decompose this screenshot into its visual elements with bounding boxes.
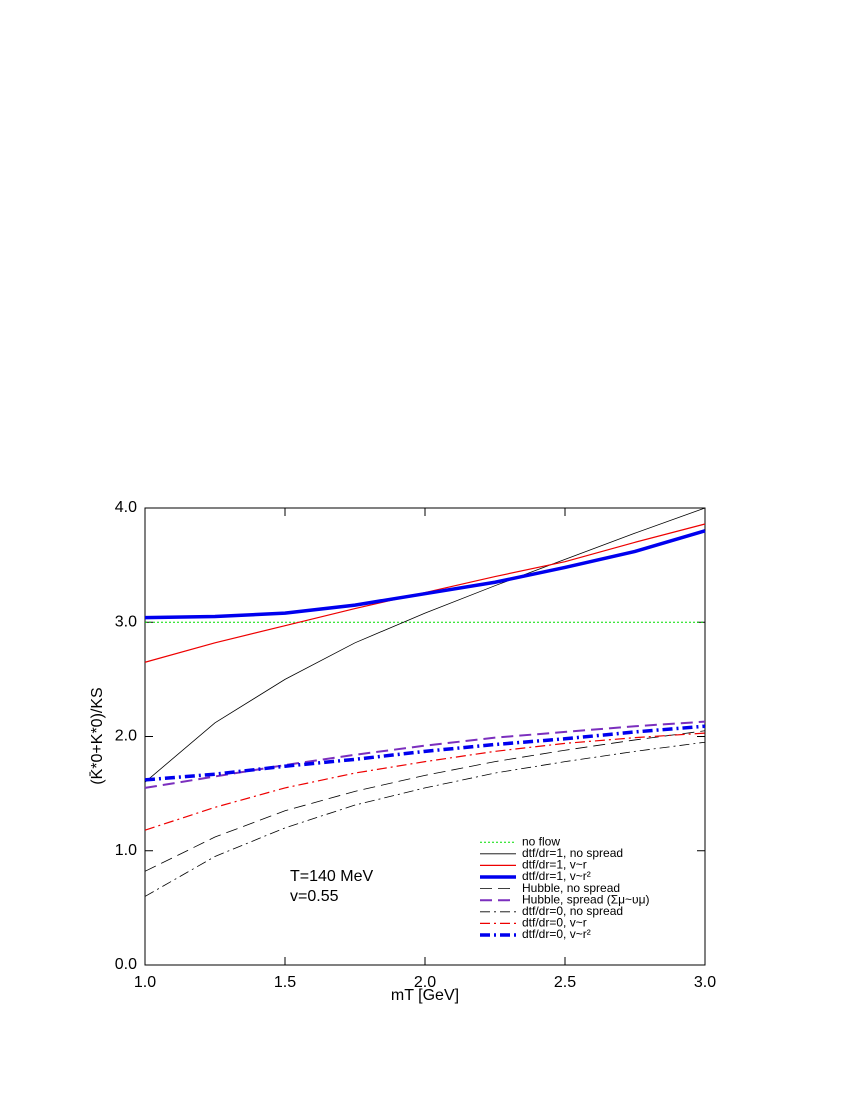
- series-line: [144, 720, 706, 789]
- legend-label: dtf/dr=1, no spread: [522, 846, 623, 860]
- legend-label: dtf/dr=1, v~r²: [522, 869, 591, 883]
- x-tick-label: 1.5: [274, 974, 296, 991]
- series-line: [144, 507, 706, 783]
- series-line: [144, 529, 706, 620]
- series-line: [144, 730, 706, 872]
- legend-label: dtf/dr=0, no spread: [522, 904, 623, 918]
- y-tick-label: 3.0: [115, 613, 137, 630]
- legend-label: dtf/dr=0, v~r: [522, 916, 587, 930]
- y-tick-label: 1.0: [115, 842, 137, 859]
- legend-label: dtf/dr=1, v~r: [522, 858, 587, 872]
- legend-label: Hubble, no spread: [522, 881, 620, 895]
- annotation: T=140 MeV: [290, 868, 373, 885]
- legend-label: dtf/dr=0, v~r²: [522, 927, 591, 941]
- x-tick-label: 2.0: [414, 974, 436, 991]
- legend-label: Hubble, spread (Σμ~υμ): [522, 892, 650, 906]
- x-axis-label: mT [GeV]: [391, 987, 459, 1004]
- series-line: [144, 741, 706, 897]
- y-axis-label: (K̄*0+K*0)/KS: [89, 687, 106, 784]
- x-tick-label: 1.0: [134, 974, 156, 991]
- series-line: [144, 724, 706, 782]
- legend-label: no flow: [522, 834, 560, 848]
- series-line: [144, 732, 706, 831]
- x-tick-label: 2.5: [554, 974, 576, 991]
- annotation: v=0.55: [290, 888, 339, 905]
- y-tick-label: 4.0: [115, 499, 137, 516]
- y-tick-label: 2.0: [115, 728, 137, 745]
- x-tick-label: 3.0: [694, 974, 716, 991]
- y-tick-label: 0.0: [115, 956, 137, 973]
